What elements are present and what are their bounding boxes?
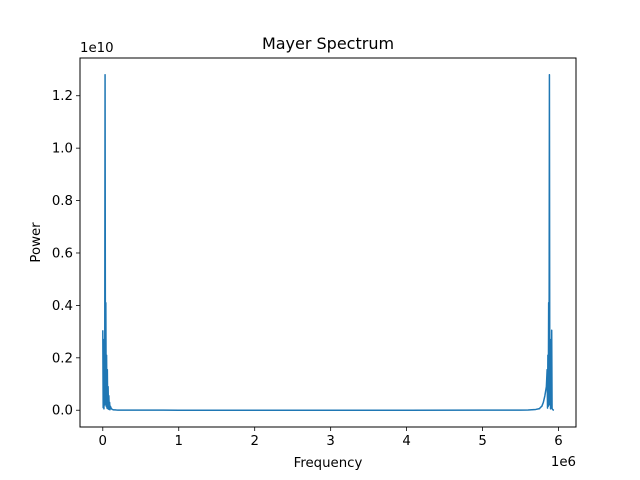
x-tick-label-1: 1 <box>175 434 183 449</box>
y-tick-label-0: 0.0 <box>52 404 73 419</box>
y-offset-label: 1e10 <box>80 41 114 56</box>
x-tick-label-6: 6 <box>554 434 562 449</box>
y-tick-label-4: 0.8 <box>52 194 73 209</box>
axes-frame <box>79 57 577 428</box>
y-tick-label-1: 0.2 <box>52 351 73 366</box>
plot-area <box>102 74 555 411</box>
y-axis: 0.0 0.2 0.4 0.6 0.8 1.0 1.2 <box>52 89 80 419</box>
y-tick-label-6: 1.2 <box>52 89 73 104</box>
x-tick-label-5: 5 <box>478 434 486 449</box>
x-offset-label: 1e6 <box>551 455 576 470</box>
x-tick-label-2: 2 <box>250 434 258 449</box>
x-tick-label-0: 0 <box>99 434 107 449</box>
y-tick-label-5: 1.0 <box>52 142 73 157</box>
y-tick-label-3: 0.6 <box>52 246 73 261</box>
x-tick-label-3: 3 <box>326 434 334 449</box>
x-axis-label: Frequency <box>294 456 363 471</box>
series-line-0 <box>102 74 555 411</box>
x-axis: 0 1 2 3 4 5 6 <box>99 427 563 449</box>
y-axis-label: Power <box>29 222 44 263</box>
chart-title: Mayer Spectrum <box>262 34 394 53</box>
x-tick-label-4: 4 <box>402 434 410 449</box>
y-tick-label-2: 0.4 <box>52 299 73 314</box>
